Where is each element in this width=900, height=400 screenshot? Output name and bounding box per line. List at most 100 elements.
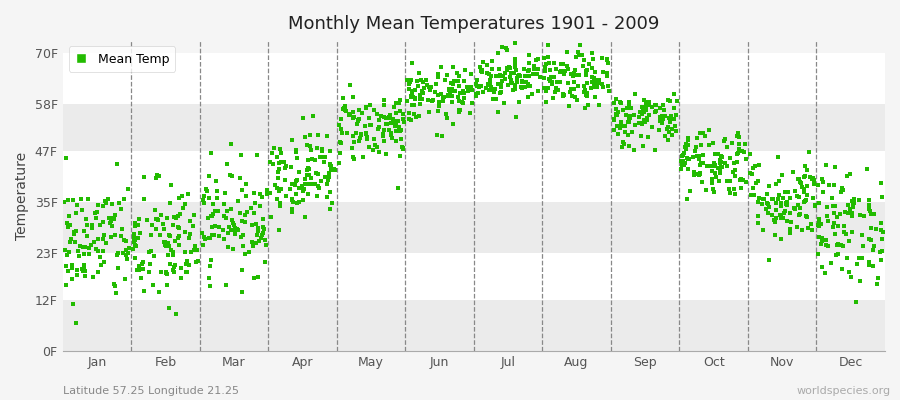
Point bbox=[99, 200, 113, 206]
Point bbox=[350, 117, 365, 123]
Point bbox=[587, 75, 601, 81]
Point bbox=[692, 153, 706, 159]
Point bbox=[121, 256, 135, 262]
Point bbox=[248, 190, 262, 196]
Point bbox=[320, 194, 335, 200]
Point bbox=[202, 195, 217, 201]
Bar bbox=[62, 104, 885, 151]
Point bbox=[480, 62, 494, 68]
Point bbox=[436, 98, 451, 104]
Point bbox=[703, 162, 717, 169]
Point bbox=[456, 88, 471, 94]
Point bbox=[393, 152, 408, 159]
Point bbox=[518, 72, 533, 79]
Point bbox=[771, 196, 786, 202]
Point bbox=[688, 148, 702, 155]
Point bbox=[295, 114, 310, 121]
Point bbox=[176, 193, 190, 199]
Point bbox=[310, 193, 324, 199]
Point bbox=[392, 97, 407, 104]
Point bbox=[871, 275, 886, 281]
Point bbox=[290, 177, 304, 184]
Point bbox=[861, 202, 876, 208]
Point bbox=[168, 215, 183, 221]
Point bbox=[80, 233, 94, 240]
Point bbox=[233, 174, 248, 181]
Point bbox=[212, 233, 226, 239]
Point bbox=[84, 242, 98, 249]
Point bbox=[783, 229, 797, 236]
Point bbox=[643, 102, 657, 108]
Point bbox=[304, 147, 319, 153]
Point bbox=[696, 160, 710, 166]
Point bbox=[141, 249, 156, 256]
Point bbox=[707, 162, 722, 169]
Point bbox=[521, 80, 535, 87]
Point bbox=[196, 200, 211, 206]
Point bbox=[440, 72, 454, 78]
Point bbox=[530, 88, 544, 94]
Point bbox=[724, 140, 739, 147]
Point bbox=[406, 94, 420, 100]
Point bbox=[797, 188, 812, 195]
Point bbox=[845, 204, 859, 210]
Point bbox=[284, 181, 299, 187]
Point bbox=[733, 133, 747, 140]
Point bbox=[508, 56, 522, 62]
Point bbox=[717, 136, 732, 142]
Point bbox=[519, 79, 534, 85]
Point bbox=[182, 235, 196, 242]
Point bbox=[480, 70, 494, 76]
Point bbox=[836, 187, 850, 194]
Point bbox=[773, 215, 788, 221]
Point bbox=[404, 117, 419, 123]
Point bbox=[158, 269, 173, 276]
Point bbox=[857, 213, 871, 219]
Point bbox=[212, 224, 227, 230]
Point bbox=[456, 90, 471, 96]
Point bbox=[131, 216, 146, 222]
Point bbox=[303, 143, 318, 149]
Point bbox=[202, 283, 217, 289]
Point bbox=[853, 278, 868, 284]
Point bbox=[806, 175, 820, 181]
Point bbox=[751, 220, 765, 226]
Point bbox=[876, 229, 890, 235]
Point bbox=[251, 274, 266, 281]
Point bbox=[144, 232, 158, 238]
Point bbox=[776, 215, 790, 221]
Point bbox=[782, 226, 796, 232]
Point bbox=[824, 260, 838, 266]
Point bbox=[439, 110, 454, 117]
Point bbox=[110, 160, 124, 167]
Point bbox=[496, 73, 510, 79]
Point bbox=[660, 126, 674, 132]
Point bbox=[756, 226, 770, 233]
Point bbox=[521, 68, 535, 74]
Point bbox=[580, 90, 594, 96]
Point bbox=[422, 84, 436, 91]
Point bbox=[686, 154, 700, 160]
Point bbox=[219, 281, 233, 288]
Point bbox=[491, 81, 506, 87]
Point bbox=[426, 96, 440, 103]
Point bbox=[301, 156, 315, 163]
Point bbox=[238, 212, 252, 218]
Point bbox=[641, 134, 655, 140]
Point bbox=[614, 122, 628, 128]
Point bbox=[223, 227, 238, 234]
Point bbox=[375, 130, 390, 137]
Point bbox=[168, 311, 183, 317]
Point bbox=[162, 243, 176, 249]
Point bbox=[256, 232, 270, 239]
Point bbox=[580, 80, 594, 86]
Point bbox=[130, 267, 144, 273]
Point bbox=[833, 242, 848, 248]
Point bbox=[148, 207, 162, 213]
Point bbox=[752, 195, 766, 201]
Point bbox=[86, 274, 100, 280]
Point bbox=[730, 150, 744, 157]
Point bbox=[59, 263, 74, 270]
Point bbox=[680, 166, 695, 172]
Point bbox=[634, 109, 648, 115]
